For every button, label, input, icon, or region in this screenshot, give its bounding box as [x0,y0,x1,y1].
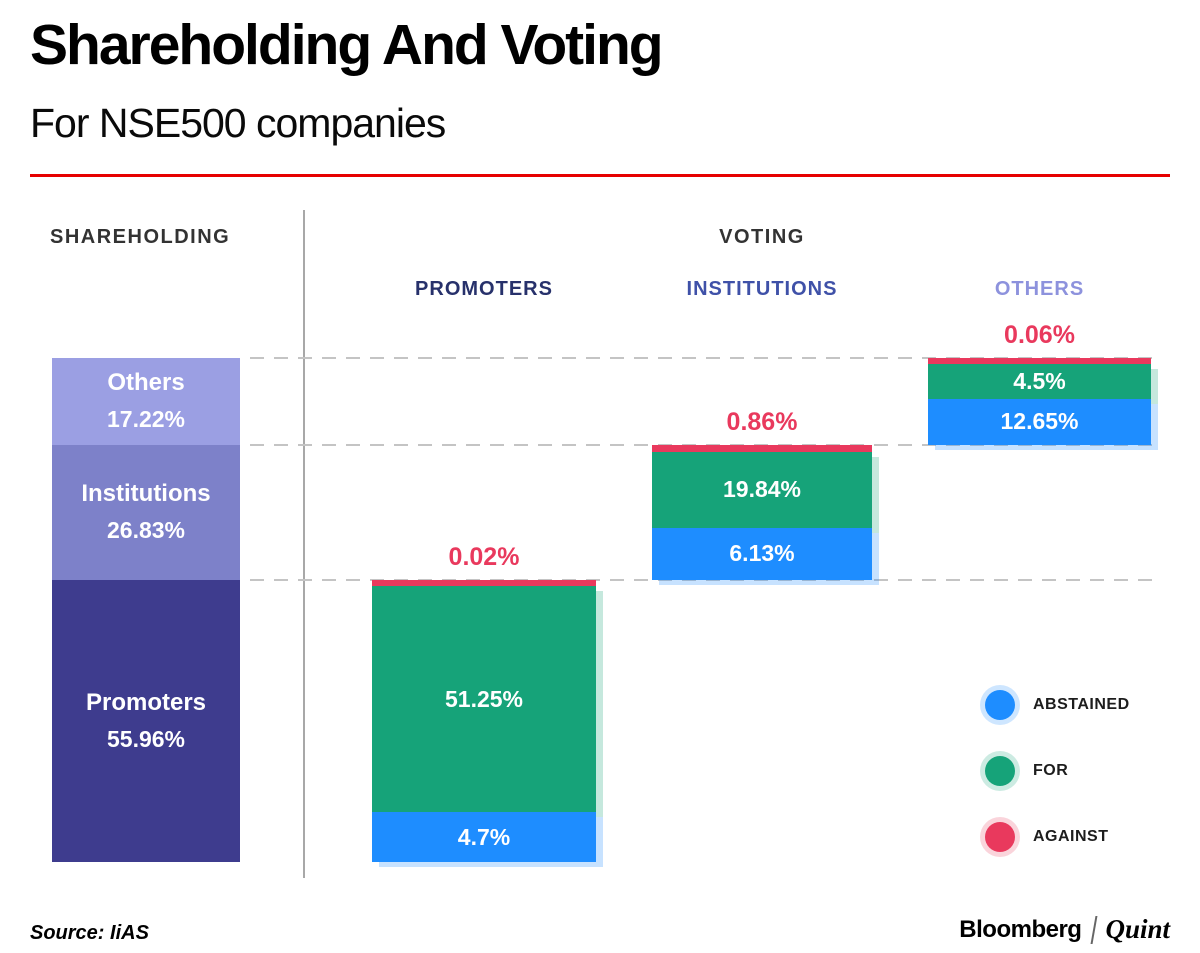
against-label-others: 0.06% [1004,321,1075,349]
page-subtitle: For NSE500 companies [30,100,446,146]
bloomberg-wordmark: Bloomberg [959,915,1082,943]
segment-others: Others 17.22% [52,358,240,445]
others-abstained-value: 12.65% [1000,408,1079,435]
promoters-abstained-value: 4.7% [457,823,511,850]
promoters-for-value: 51.25% [444,685,523,712]
legend-item-against: AGAINST [985,822,1130,852]
for-swatch-icon [985,756,1015,786]
abstained-swatch-icon [985,690,1015,720]
quint-wordmark: Quint [1105,914,1170,944]
source-credit: Source: IiAS [30,922,149,944]
segment-institutions: Institutions 26.83% [52,444,240,580]
column-header-promoters: PROMOTERS [415,278,553,300]
column-header-institutions: INSTITUTIONS [686,278,838,300]
promoters-for-section: 51.25% [372,586,596,812]
segment-others-value: 17.22% [106,406,185,433]
against-swatch-icon [985,822,1015,852]
column-header-others: OTHERS [994,278,1085,300]
promoters-against-strip [372,580,596,586]
segment-institutions-name: Institutions [81,480,211,508]
chart-canvas: Others 17.22% Institutions 26.83% Promot… [0,321,1200,862]
legend-label-for: FOR [1033,762,1069,779]
voting-section-label: VOTING [719,226,805,248]
institutions-abstained-section: 6.13% [652,527,872,580]
institutions-abstained-value: 6.13% [729,540,795,567]
segment-others-name: Others [107,369,185,397]
accent-rule [30,174,1170,177]
brand-divider [1090,915,1098,944]
institutions-for-section: 19.84% [652,451,872,528]
promoters-abstained-section: 4.7% [372,812,596,862]
brand-logo: Bloomberg Quint [959,914,1170,945]
segment-promoters-value: 55.96% [106,725,185,752]
against-label-institutions: 0.86% [726,407,798,436]
shareholding-section-label: SHAREHOLDING [50,226,231,248]
legend: ABSTAINED FOR AGAINST [985,690,1130,888]
institutions-against-strip [652,444,872,452]
others-for-value: 4.5% [1013,367,1066,394]
voting-bar-institutions: 19.84% 6.13% [652,444,872,580]
institutions-for-value: 19.84% [722,476,801,503]
page-title: Shareholding And Voting [30,13,664,77]
against-label-promoters: 0.02% [448,543,520,571]
legend-item-abstained: ABSTAINED [985,690,1130,720]
segment-promoters: Promoters 55.96% [52,579,240,862]
gridline-others-top [250,357,1155,359]
segment-promoters-name: Promoters [85,688,207,716]
gridline-promoters-top [250,579,1155,581]
segment-institutions-value: 26.83% [106,517,185,544]
legend-label-against: AGAINST [1033,828,1109,845]
others-abstained-section: 12.65% [928,398,1151,445]
voting-bar-others: 4.5% 12.65% [928,358,1151,445]
section-divider-line [303,210,305,878]
others-for-section: 4.5% [928,364,1151,399]
shareholding-stacked-bar: Others 17.22% Institutions 26.83% Promot… [52,358,240,862]
voting-bar-promoters: 51.25% 4.7% [372,580,596,862]
legend-label-abstained: ABSTAINED [1033,696,1130,713]
legend-item-for: FOR [985,756,1130,786]
others-against-strip [928,358,1151,364]
